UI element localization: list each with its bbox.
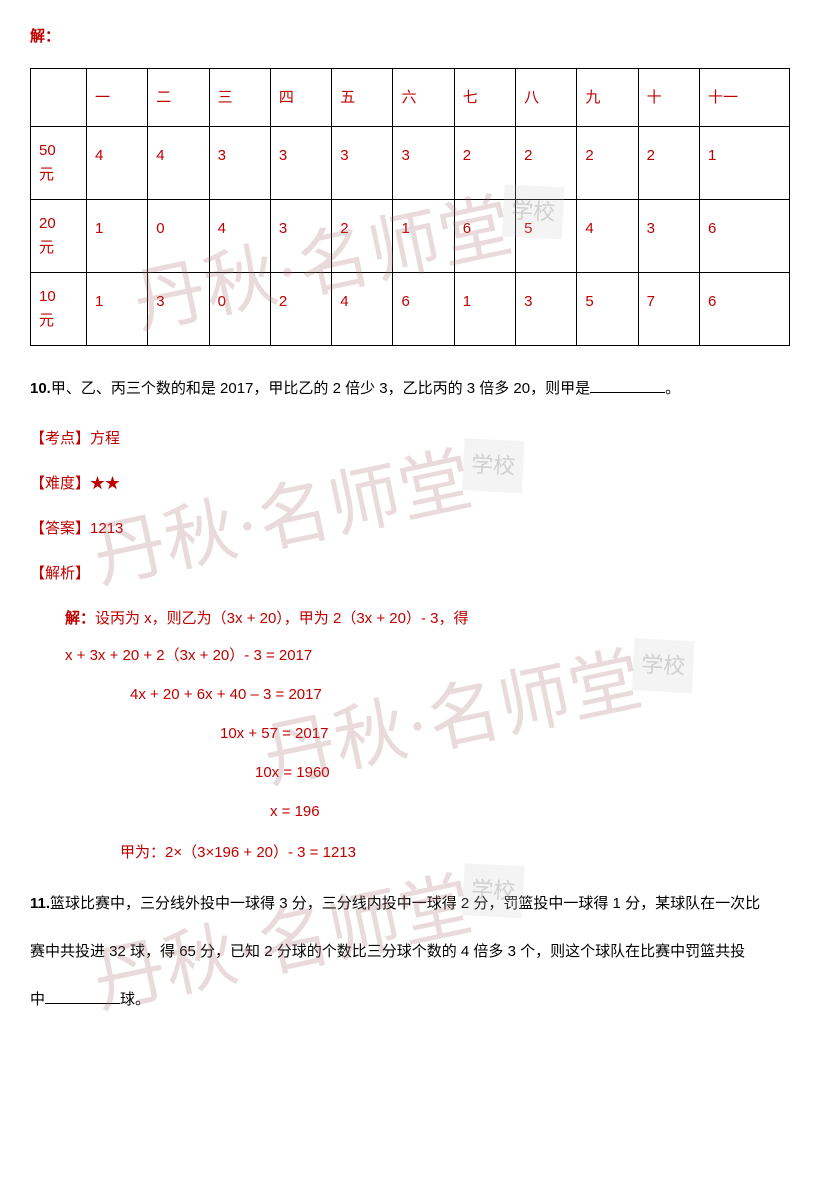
- question-11-line1: 篮球比赛中，三分线外投中一球得 3 分，三分线内投中一球得 2 分，罚篮投中一球…: [50, 895, 760, 912]
- equation-line: 10x = 1960: [30, 756, 797, 789]
- table-cell: 3: [270, 200, 331, 273]
- difficulty-line: 【难度】★★: [30, 467, 797, 500]
- table-cell: 1: [87, 200, 148, 273]
- table-cell: 3: [516, 273, 577, 346]
- table-cell: 2: [454, 127, 515, 200]
- table-cell: 3: [209, 127, 270, 200]
- table-cell: 五: [332, 69, 393, 127]
- table-cell: 4: [332, 273, 393, 346]
- topic-line: 【考点】方程: [30, 422, 797, 455]
- equation-line: x + 3x + 20 + 2（3x + 20）- 3 = 2017: [30, 639, 797, 672]
- equation-line: 甲为：2×（3×196 + 20）- 3 = 1213: [30, 836, 797, 869]
- table-row: 50元 4 4 3 3 3 3 2 2 2 2 1: [31, 127, 790, 200]
- table-cell: 2: [577, 127, 638, 200]
- table-cell: 十: [638, 69, 699, 127]
- table-cell: 2: [332, 200, 393, 273]
- table-cell: 2: [516, 127, 577, 200]
- table-cell: 3: [638, 200, 699, 273]
- table-cell: 1: [454, 273, 515, 346]
- table-row: 10元 1 3 0 2 4 6 1 3 5 7 6: [31, 273, 790, 346]
- table-cell: 3: [393, 127, 454, 200]
- table-cell: 八: [516, 69, 577, 127]
- question-10: 丹秋·名师堂学校 丹秋·名师堂学校 10.甲、乙、丙三个数的和是 2017，甲比…: [30, 374, 797, 869]
- table-cell: 6: [699, 273, 789, 346]
- table-cell: 0: [209, 273, 270, 346]
- table-cell: [31, 69, 87, 127]
- table-row-header: 10元: [31, 273, 87, 346]
- table-cell: 四: [270, 69, 331, 127]
- table-cell: 5: [516, 200, 577, 273]
- table-cell: 2: [638, 127, 699, 200]
- table-cell: 2: [270, 273, 331, 346]
- table-header-row: 一 二 三 四 五 六 七 八 九 十 十一: [31, 69, 790, 127]
- equation-line: x = 196: [30, 795, 797, 828]
- table-cell: 三: [209, 69, 270, 127]
- table-cell: 十一: [699, 69, 789, 127]
- question-11: 丹秋·名师堂学校 11.篮球比赛中，三分线外投中一球得 3 分，三分线内投中一球…: [30, 889, 797, 1015]
- table-cell: 6: [393, 273, 454, 346]
- solution-intro: 解：设丙为 x，则乙为（3x + 20），甲为 2（3x + 20）- 3，得: [30, 602, 797, 635]
- solution-table: 一 二 三 四 五 六 七 八 九 十 十一 50元 4 4 3 3 3 3 2…: [30, 68, 790, 346]
- table-cell: 7: [638, 273, 699, 346]
- table-cell: 二: [148, 69, 209, 127]
- table-cell: 4: [148, 127, 209, 200]
- table-cell: 一: [87, 69, 148, 127]
- table-cell: 6: [699, 200, 789, 273]
- question-11-line3: 中球。: [30, 985, 797, 1015]
- analysis-label: 【解析】: [30, 557, 797, 590]
- table-intro-label: 解：: [30, 20, 797, 53]
- table-cell: 6: [454, 200, 515, 273]
- table-cell: 3: [148, 273, 209, 346]
- table-row-header: 50元: [31, 127, 87, 200]
- equation-line: 4x + 20 + 6x + 40 – 3 = 2017: [30, 678, 797, 711]
- blank-fill: [590, 378, 665, 393]
- table-cell: 六: [393, 69, 454, 127]
- table-cell: 0: [148, 200, 209, 273]
- table-cell: 3: [332, 127, 393, 200]
- table-row-header: 20元: [31, 200, 87, 273]
- question-11-line2: 赛中共投进 32 球，得 65 分，已知 2 分球的个数比三分球个数的 4 倍多…: [30, 937, 797, 967]
- equation-line: 10x + 57 = 2017: [30, 717, 797, 750]
- table-cell: 七: [454, 69, 515, 127]
- table-cell: 1: [699, 127, 789, 200]
- table-cell: 5: [577, 273, 638, 346]
- table-cell: 4: [577, 200, 638, 273]
- question-number: 10.: [30, 380, 51, 397]
- table-row: 20元 1 0 4 3 2 1 6 5 4 3 6: [31, 200, 790, 273]
- blank-fill: [45, 989, 120, 1004]
- question-10-text: 10.甲、乙、丙三个数的和是 2017，甲比乙的 2 倍少 3，乙比丙的 3 倍…: [30, 374, 797, 404]
- table-cell: 九: [577, 69, 638, 127]
- answer-line: 【答案】1213: [30, 512, 797, 545]
- table-cell: 1: [393, 200, 454, 273]
- table-cell: 4: [209, 200, 270, 273]
- table-cell: 4: [87, 127, 148, 200]
- table-cell: 3: [270, 127, 331, 200]
- table-cell: 1: [87, 273, 148, 346]
- question-number: 11.: [30, 895, 50, 912]
